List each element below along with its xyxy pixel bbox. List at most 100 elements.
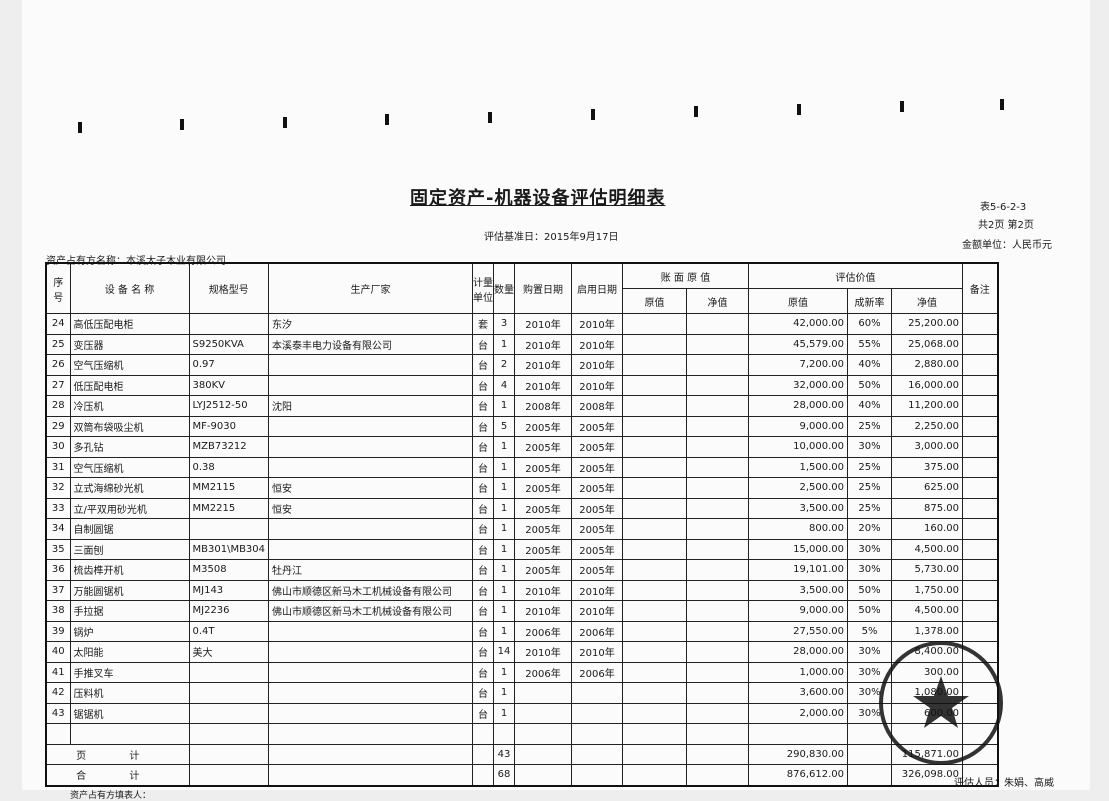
cell-unit: 台 (472, 538, 495, 560)
cell-no: 34 (45, 518, 71, 540)
cell-orig: 3,500.00 (748, 579, 849, 601)
cell-net: 3,000.00 (891, 436, 964, 458)
cell-rate: 50% (847, 600, 893, 622)
cell-unit: 台 (472, 518, 495, 540)
filler: 资产占有方填表人： (70, 791, 152, 801)
cell-use: 2005年 (571, 415, 624, 437)
cell-spec: S9250KVA (188, 333, 270, 355)
cell-no: 40 (45, 641, 71, 663)
cell-unit: 台 (472, 436, 495, 458)
grand-total-label: 合 计 (45, 764, 190, 786)
cell-buy: 2010年 (514, 374, 573, 396)
cell-maker (268, 456, 474, 478)
cell-empty (622, 661, 688, 683)
cell-maker: 恒安 (268, 477, 474, 499)
header-note: 备注 (962, 262, 999, 314)
cell-name: 梳齿榫开机 (69, 559, 190, 581)
cell-name: 多孔钻 (69, 436, 190, 458)
cell-spec: MJ2236 (188, 600, 270, 622)
cell-buy: 2005年 (514, 538, 573, 560)
cell-rate: 50% (847, 374, 893, 396)
cell-empty (962, 374, 999, 396)
header-use-date: 启用日期 (571, 262, 624, 314)
cell-no: 43 (45, 702, 71, 724)
header-no: 序号 (45, 262, 71, 314)
cell-rate: 40% (847, 395, 893, 417)
cell-qty: 1 (493, 333, 516, 355)
cell-unit: 套 (472, 313, 495, 335)
cell-no: 41 (45, 661, 71, 683)
cell-buy: 2005年 (514, 497, 573, 519)
cell-use: 2008年 (571, 395, 624, 417)
cell-name: 手拉据 (69, 600, 190, 622)
cell-empty (686, 415, 750, 437)
cell-empty (962, 538, 999, 560)
cell-use: 2010年 (571, 333, 624, 355)
cell-empty (962, 518, 999, 540)
cell-unit: 台 (472, 497, 495, 519)
table-row: 38 手拉据 MJ2236 佛山市顺德区新马木工机械设备有限公司台 1 2010年 2010… (45, 600, 999, 622)
cell-no: 29 (45, 415, 71, 437)
cell-net: 4,500.00 (891, 538, 964, 560)
table-row: 35 三面刨 MB301\MB304 台 1 2005年 2005年 15,000.00 30%… (45, 538, 999, 560)
cell-no: 37 (45, 579, 71, 601)
cell-empty (962, 456, 999, 478)
cell-empty (622, 518, 688, 540)
cell-maker: 佛山市顺德区新马木工机械设备有限公司 (268, 600, 474, 622)
cell-net: 4,500.00 (891, 600, 964, 622)
cell-empty (622, 538, 688, 560)
cell-rate: 50% (847, 579, 893, 601)
table-row: 33 立/平双用砂光机 MM2215 恒安台 1 2005年 2005年 3,500.00 25… (45, 497, 999, 519)
cell-empty (686, 518, 750, 540)
cell-no: 36 (45, 559, 71, 581)
cell-maker (268, 620, 474, 642)
cell-spec: 380KV (188, 374, 270, 396)
cell-rate: 30% (847, 436, 893, 458)
table-row: 29 双筒布袋吸尘机 MF-9030 台 5 2005年 2005年 9,000.00 25% 2… (45, 415, 999, 437)
cell-spec: 0.4T (188, 620, 270, 642)
equipment-table: 序号 设 备 名 称 规格型号 生产厂家 计量单位 数量 购置日期 启用日期 账… (45, 262, 999, 787)
cell-empty (622, 702, 688, 724)
cell-qty: 1 (493, 559, 516, 581)
cell-name: 冷压机 (69, 395, 190, 417)
cell-qty: 1 (493, 538, 516, 560)
cell-buy: 2005年 (514, 415, 573, 437)
cell-net: 25,200.00 (891, 313, 964, 335)
table-row: 39 锅炉 0.4T 台 1 2006年 2006年 27,550.00 5% 1,378.00 (45, 620, 999, 642)
cell-maker (268, 415, 474, 437)
cell-buy: 2010年 (514, 313, 573, 335)
cell-buy: 2006年 (514, 661, 573, 683)
cell-name: 手推叉车 (69, 661, 190, 683)
header-eval-net: 净值 (891, 288, 964, 314)
cell-use: 2005年 (571, 538, 624, 560)
cell-qty: 1 (493, 497, 516, 519)
cell-net: 2,880.00 (891, 354, 964, 376)
cell-use: 2005年 (571, 497, 624, 519)
cell-maker: 本溪泰丰电力设备有限公司 (268, 333, 474, 355)
cell-rate: 55% (847, 333, 893, 355)
cell-qty: 2 (493, 354, 516, 376)
table-row: 26 空气压缩机 0.97 台 2 2010年 2010年 7,200.00 40% 2,880.… (45, 354, 999, 376)
cell-buy: 2010年 (514, 354, 573, 376)
cell-name: 锅炉 (69, 620, 190, 642)
cell-empty (686, 579, 750, 601)
table-row: 30 多孔钻 MZB73212 台 1 2005年 2005年 10,000.00 30% 3,0… (45, 436, 999, 458)
cell-unit: 台 (472, 579, 495, 601)
cell-use: 2010年 (571, 641, 624, 663)
punch-mark (283, 116, 287, 128)
cell-empty (622, 456, 688, 478)
cell-buy (514, 682, 573, 704)
cell-qty: 1 (493, 395, 516, 417)
table-row: 34 自制圆锯台 1 2005年 2005年 800.00 20% 160.00 (45, 518, 999, 540)
cell-name: 万能圆锯机 (69, 579, 190, 601)
cell-maker: 恒安 (268, 497, 474, 519)
cell-rate: 25% (847, 415, 893, 437)
cell-spec: MZB73212 (188, 436, 270, 458)
cell-qty: 1 (493, 456, 516, 478)
cell-spec (188, 702, 270, 724)
cell-empty (686, 456, 750, 478)
cell-orig: 9,000.00 (748, 415, 849, 437)
cell-no: 39 (45, 620, 71, 642)
cell-empty (686, 620, 750, 642)
cell-no: 42 (45, 682, 71, 704)
